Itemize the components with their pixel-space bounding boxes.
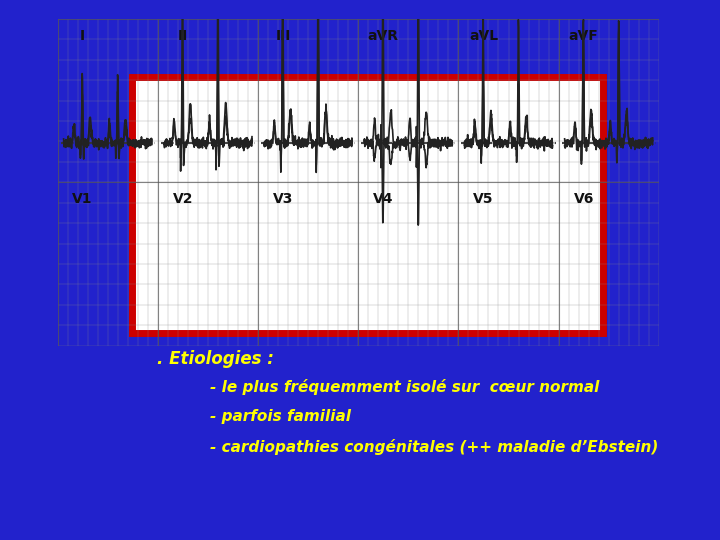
Text: III: III xyxy=(275,29,291,43)
Text: I: I xyxy=(80,29,85,43)
Text: II: II xyxy=(178,29,188,43)
Text: - parfois familial: - parfois familial xyxy=(210,409,351,424)
Text: - cardiopathies congénitales (++ maladie d’Ebstein): - cardiopathies congénitales (++ maladie… xyxy=(210,438,658,455)
Text: - le plus fréquemment isolé sur  cœur normal: - le plus fréquemment isolé sur cœur nor… xyxy=(210,379,599,395)
Bar xyxy=(132,77,603,333)
Text: V3: V3 xyxy=(273,192,293,206)
Text: V2: V2 xyxy=(173,192,193,206)
Text: V4: V4 xyxy=(373,192,394,206)
Text: aVR: aVR xyxy=(368,29,399,43)
Text: aVL: aVL xyxy=(469,29,498,43)
Text: V1: V1 xyxy=(73,192,93,206)
Text: aVF: aVF xyxy=(569,29,598,43)
Text: . Etiologies :: . Etiologies : xyxy=(157,349,274,368)
Text: V5: V5 xyxy=(473,192,494,206)
Text: V6: V6 xyxy=(573,192,594,206)
